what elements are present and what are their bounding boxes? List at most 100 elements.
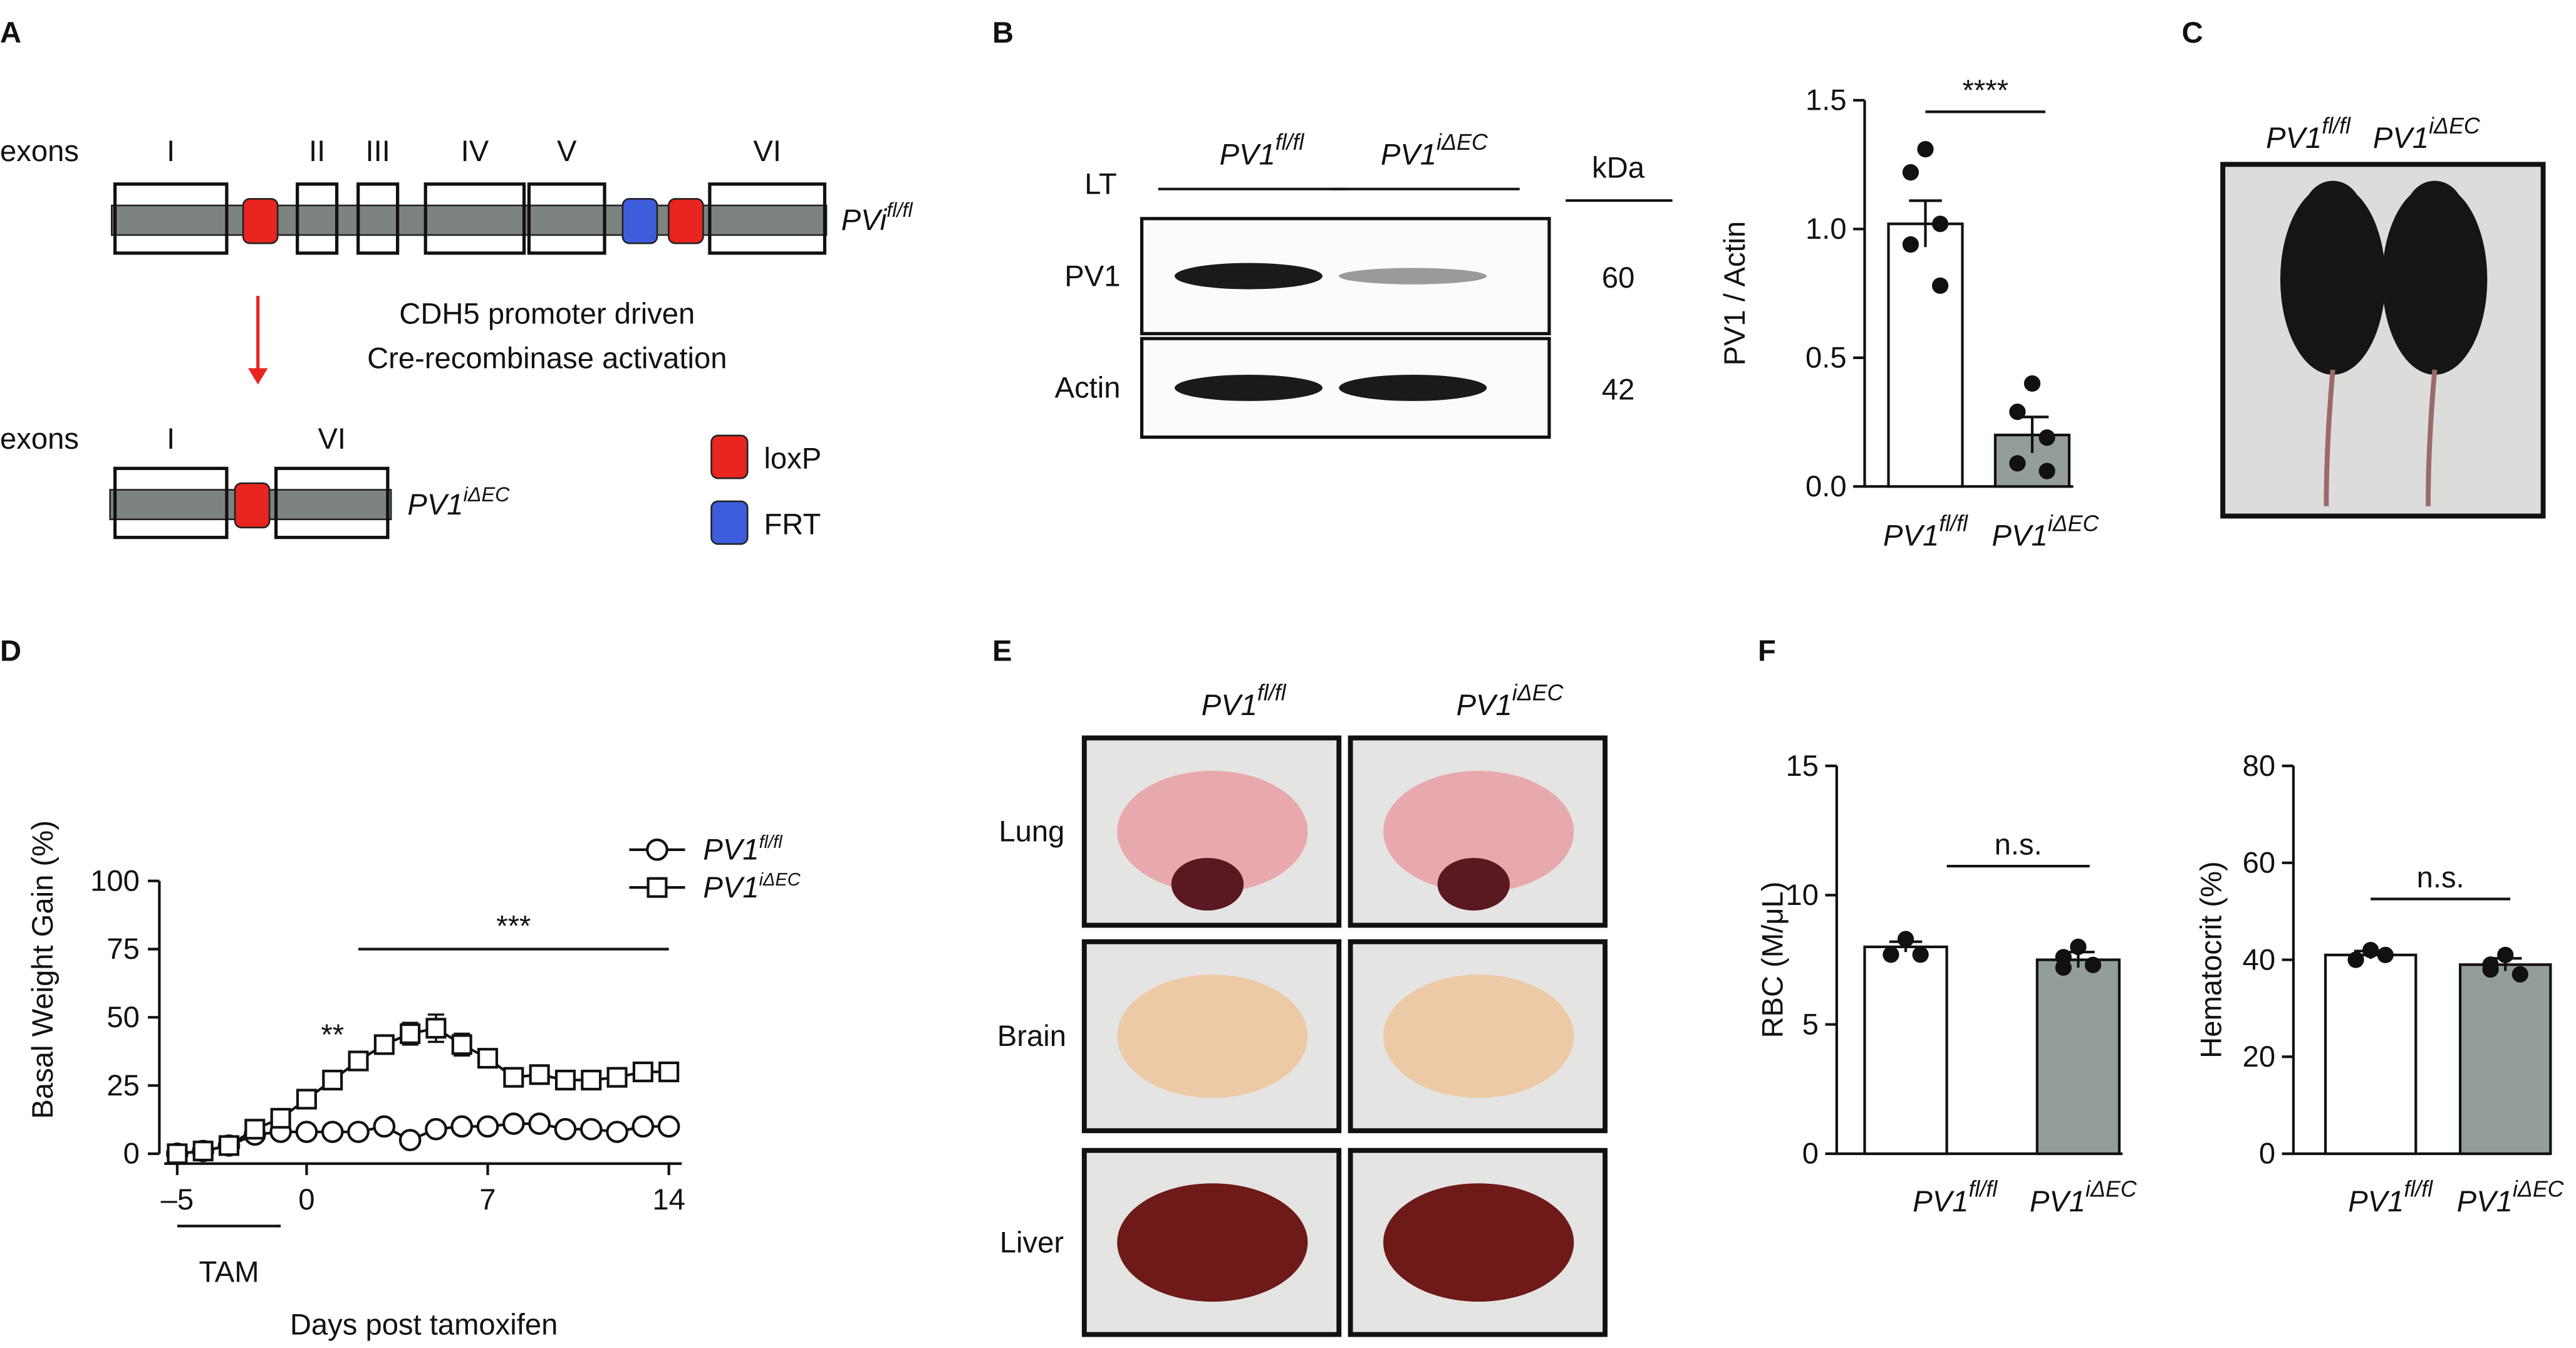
marker-circle — [398, 1129, 422, 1152]
blot-row-label: PV1 — [1064, 259, 1120, 293]
marker-square — [373, 1034, 395, 1055]
genotype-base: PV1 — [2457, 1185, 2513, 1218]
blot-band — [1175, 374, 1323, 401]
genotype-base: PV1 — [1220, 138, 1275, 171]
exon-box — [356, 182, 400, 255]
error-bar — [1909, 199, 1942, 248]
genotype-label: PV1fl/fl — [2348, 1177, 2433, 1218]
y-tick-label: 1.5 — [1805, 84, 1847, 117]
data-point — [2038, 462, 2055, 479]
organ — [1383, 770, 1574, 893]
exon-box — [423, 182, 526, 255]
mouse-photo — [2220, 162, 2546, 519]
genotype-base: PVi — [841, 204, 888, 237]
blot-row-label: Actin — [1055, 372, 1121, 405]
mouse-head — [2405, 180, 2464, 247]
exon-label: III — [365, 135, 390, 168]
organ-label: Liver — [1000, 1226, 1064, 1259]
genotype-label: PV1fl/fl — [1883, 511, 1968, 553]
x-tick-label: –5 — [161, 1183, 194, 1216]
marker-square — [451, 1034, 472, 1055]
exon-label: VI — [318, 422, 346, 456]
genotype-sup: fl/fl — [1939, 511, 1968, 536]
y-axis-label: RBC (M/μL) — [1756, 882, 1789, 1038]
genotype-label: PV1iΔEC — [1457, 681, 1564, 722]
marker-square — [632, 1061, 653, 1082]
marker-circle — [502, 1112, 525, 1135]
exons-label: exons — [0, 135, 79, 168]
genotype-sup: iΔEC — [2513, 1177, 2565, 1202]
marker-square — [554, 1069, 576, 1090]
marker-circle — [347, 1121, 370, 1143]
marker-square — [658, 1061, 680, 1082]
organ — [1117, 974, 1308, 1098]
y-tick-label: 60 — [2243, 847, 2275, 880]
y-tick-label: 0 — [1802, 1137, 1819, 1171]
arrow-text: CDH5 promoter driven — [399, 298, 695, 331]
y-tick-label: 0.0 — [1805, 470, 1847, 503]
genotype-base: PV1 — [703, 833, 759, 867]
exon-box — [296, 182, 339, 255]
genotype-base: PV1 — [407, 488, 463, 521]
blot-band — [1175, 263, 1323, 290]
bar — [2324, 953, 2418, 1156]
marker-square — [425, 1018, 447, 1039]
genotype-label: PV1fl/fl — [1202, 681, 1287, 722]
genotype-base: PV1 — [1457, 689, 1512, 722]
genotype-label: PV1fl/fl — [1220, 130, 1305, 171]
exon-box — [113, 182, 229, 255]
legend-swatch — [710, 434, 749, 479]
x-tick-label: 7 — [479, 1183, 496, 1216]
gene-backbone — [111, 204, 828, 236]
legend-marker — [647, 877, 668, 898]
genotype-base: PV1 — [703, 871, 759, 904]
genotype-sup: iΔEC — [759, 870, 801, 890]
y-axis-label: Basal Weight Gain (%) — [26, 820, 60, 1119]
marker-circle — [373, 1115, 396, 1138]
data-point — [2009, 404, 2026, 421]
exon-box — [527, 182, 606, 255]
genotype-label: PV1fl/fl — [2266, 113, 2351, 155]
y-tick-label: 20 — [2243, 1040, 2275, 1074]
marker-square — [244, 1119, 266, 1140]
marker-circle — [425, 1117, 447, 1141]
genotype-label: PV1iΔEC — [2030, 1177, 2137, 1218]
bar — [1887, 222, 1964, 488]
significance-label: n.s. — [2417, 861, 2464, 894]
marker-square — [322, 1069, 343, 1090]
genotype-sup: fl/fl — [886, 199, 913, 221]
panel-letter: C — [2182, 16, 2203, 50]
organ — [1117, 770, 1308, 893]
organ — [1383, 974, 1574, 1098]
data-point — [2482, 961, 2499, 978]
arrow-text: Cre-recombinase activation — [367, 342, 727, 375]
y-axis-label: PV1 / Actin — [1718, 221, 1752, 366]
y-tick-label: 0.5 — [1805, 342, 1847, 375]
genotype-sup: fl/fl — [1257, 681, 1287, 706]
genotype-base: PV1 — [2266, 122, 2322, 155]
legend-label: loxP — [764, 442, 821, 475]
y-tick-label: 10 — [1786, 879, 1819, 912]
y-tick-label: 100 — [90, 864, 140, 897]
marker-circle — [554, 1117, 577, 1141]
data-point — [2511, 966, 2528, 983]
y-tick-label: 1.0 — [1805, 212, 1847, 246]
data-point — [2347, 951, 2364, 968]
genotype-sup: iΔEC — [2048, 511, 2100, 536]
marker-square — [581, 1069, 602, 1090]
data-point — [1902, 164, 1919, 181]
mouse-body — [2382, 184, 2488, 375]
marker-circle — [606, 1121, 628, 1143]
data-point — [1912, 946, 1929, 963]
data-point — [1932, 277, 1949, 294]
data-point — [2038, 429, 2055, 446]
exon-box — [274, 466, 390, 540]
marker-square — [400, 1023, 421, 1044]
panel-letter: F — [1758, 634, 1776, 667]
y-tick-label: 15 — [1786, 750, 1819, 783]
genotype-label: PV1iΔEC — [2373, 113, 2481, 155]
y-tick-label: 40 — [2243, 943, 2275, 976]
genotype-label: PV1iΔEC — [703, 870, 801, 904]
